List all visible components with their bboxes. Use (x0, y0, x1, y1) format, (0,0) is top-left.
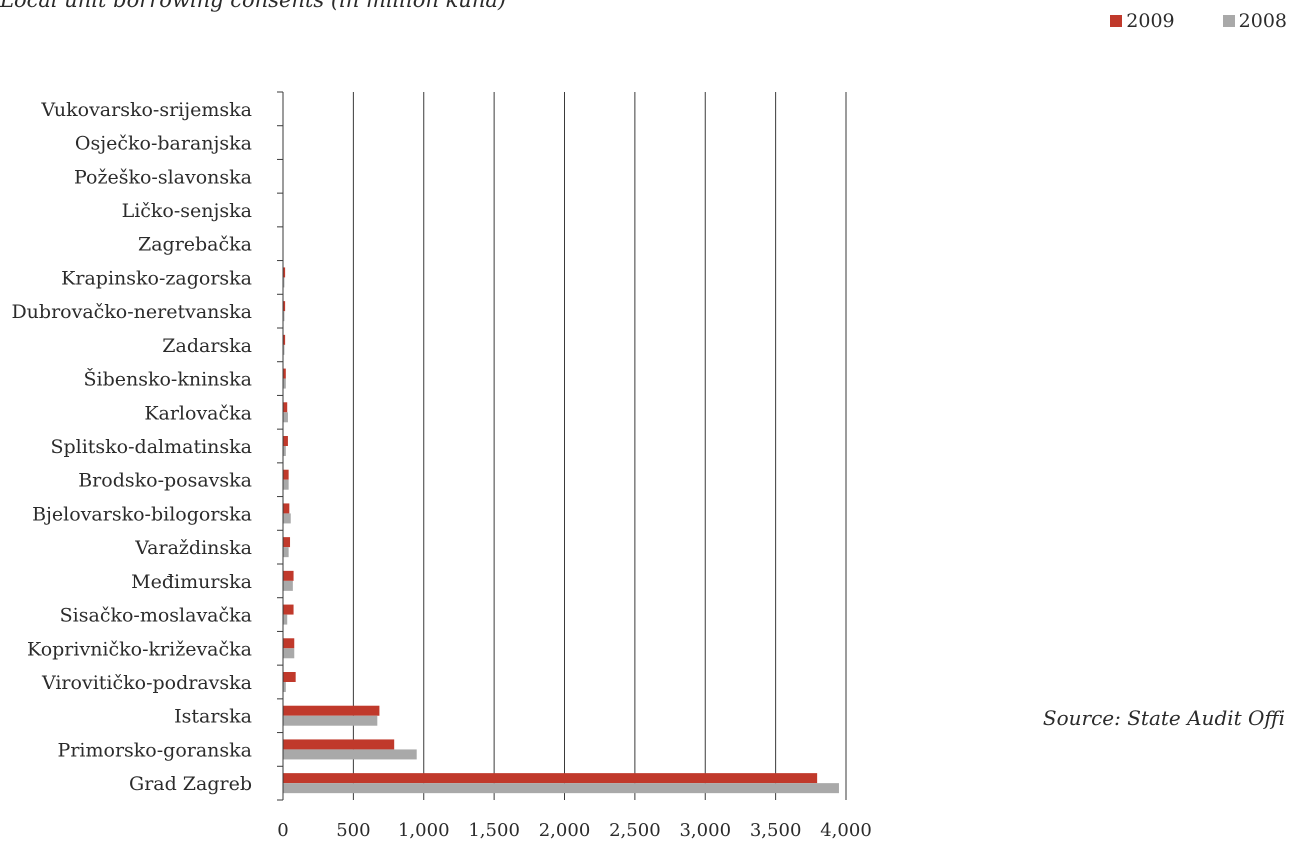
x-tick-label: 3,000 (679, 820, 731, 841)
category-label: Međimurska (131, 571, 252, 593)
bar-2008-19 (283, 749, 417, 760)
bar-2009-17 (283, 672, 296, 682)
bar-2009-8 (283, 368, 286, 379)
bar-2008-16 (283, 648, 295, 659)
x-tick-label: 3,500 (750, 820, 802, 841)
category-label: Karlovačka (144, 402, 252, 424)
bar-2009-16 (283, 638, 295, 649)
category-label: Vukovarsko-srijemska (40, 99, 252, 121)
category-label: Zadarska (162, 335, 252, 357)
bar-2008-8 (283, 378, 286, 389)
x-tick-label: 0 (277, 820, 288, 841)
bar-2009-6 (283, 301, 286, 312)
gridlines (352, 92, 847, 800)
legend: 2009 2008 (1110, 10, 1287, 32)
legend-swatch-2009 (1110, 15, 1123, 27)
x-tick-label: 1,500 (468, 820, 520, 841)
category-label: Šibensko-kninska (83, 368, 252, 391)
bar-2009-11 (283, 469, 289, 480)
bar-2009-10 (283, 436, 288, 446)
category-label: Brodsko-posavska (78, 470, 252, 492)
bar-2008-9 (283, 412, 288, 423)
legend-swatch-2008 (1222, 15, 1235, 27)
bar-2009-7 (283, 334, 286, 345)
category-label: Osječko-baranjska (75, 133, 252, 155)
bar-2009-15 (283, 604, 294, 615)
category-label: Dubrovačko-neretvanska (11, 301, 252, 323)
x-tick-label: 2,500 (609, 820, 661, 841)
category-label: Krapinsko-zagorska (61, 267, 252, 289)
category-label: Požeško-slavonska (74, 166, 252, 188)
category-label: Virovitičko-podravska (41, 672, 252, 694)
category-label: Istarska (174, 706, 252, 728)
legend-label-2009: 2009 (1126, 10, 1175, 32)
bar-2009-5 (283, 267, 286, 278)
legend-label-2008: 2008 (1238, 10, 1287, 32)
bars (283, 267, 839, 794)
bar-2008-15 (283, 614, 288, 625)
bar-2008-11 (283, 479, 289, 490)
category-label: Koprivničko-križevačka (27, 638, 252, 660)
legend-item-2008: 2008 (1222, 10, 1287, 32)
legend-item-2009: 2009 (1110, 10, 1175, 32)
x-tick-label: 4,000 (820, 820, 872, 841)
bar-2008-20 (283, 783, 839, 794)
source-note: Source: State Audit Offi (1042, 706, 1285, 730)
category-label: Sisačko-moslavačka (60, 605, 252, 627)
bar-2008-6 (283, 311, 285, 322)
x-tick-label: 2,000 (539, 820, 591, 841)
bar-2008-18 (283, 715, 378, 726)
category-label: Splitsko-dalmatinska (50, 436, 252, 458)
category-label: Bjelovarsko-bilogorska (32, 503, 252, 525)
category-label: Ličko-senjska (122, 200, 252, 222)
category-label: Primorsko-goranska (58, 739, 252, 761)
category-label: Zagrebačka (138, 234, 252, 256)
category-labels: Vukovarsko-srijemska Osječko-baranjska Pož… (11, 99, 252, 795)
x-tick-label: 500 (336, 820, 370, 841)
bar-2008-14 (283, 580, 293, 591)
category-label: Varaždinska (134, 537, 252, 559)
bar-2009-13 (283, 537, 291, 548)
y-axis (277, 91, 284, 801)
bar-2008-10 (283, 446, 286, 456)
x-tick-labels: 0 500 1,000 1,500 2,000 2,500 3,000 3,500 4,000 (277, 820, 871, 841)
bar-2009-14 (283, 570, 294, 581)
bar-2009-12 (283, 503, 290, 514)
chart-title: Local unit borrowing consents (in millio… (0, 0, 507, 12)
x-tick-label: 1,000 (398, 820, 450, 841)
bar-2008-17 (283, 682, 286, 692)
bar-2008-13 (283, 547, 289, 558)
bar-2009-9 (283, 402, 288, 413)
category-label: Grad Zagreb (129, 773, 252, 795)
bar-2008-7 (283, 344, 285, 355)
bar-2009-18 (283, 705, 380, 716)
bar-2008-5 (283, 277, 285, 288)
bar-2009-20 (283, 773, 818, 784)
bar-2008-12 (283, 513, 291, 524)
bar-2009-19 (283, 739, 395, 750)
